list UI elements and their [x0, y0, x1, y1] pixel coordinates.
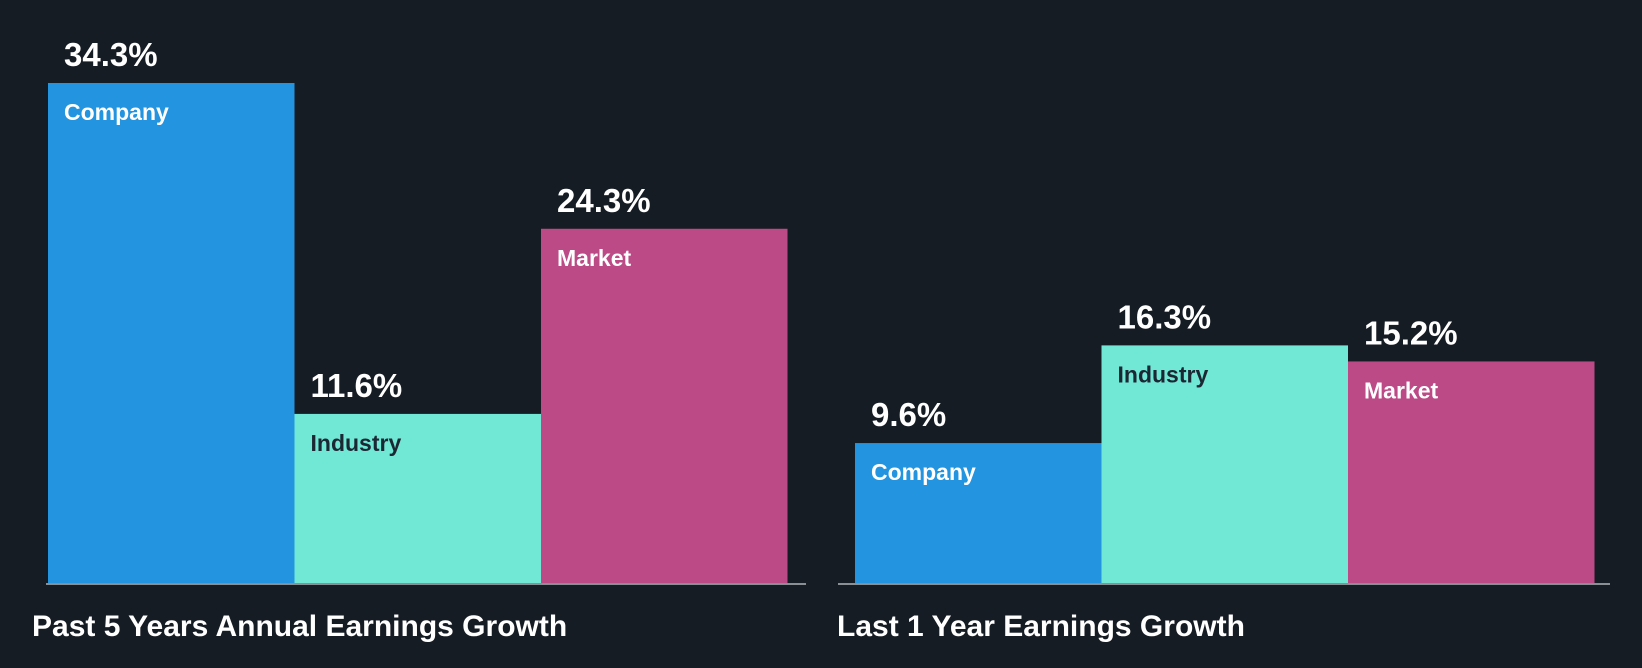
past-5-years-chart: 34.3% Company 11.6% Industry 24.3% Market Past…: [32, 36, 806, 643]
bar-category-label-market: Market: [557, 245, 631, 271]
bar-category-label-company: Company: [64, 99, 169, 125]
bar-market: [541, 228, 788, 584]
bar-value-label-industry: 16.3%: [1118, 298, 1212, 335]
chart-title: Past 5 Years Annual Earnings Growth: [32, 610, 567, 643]
bar-value-label-market: 24.3%: [557, 182, 651, 219]
last-1-year-chart: 9.6% Company 16.3% Industry 15.2% Market Last …: [837, 298, 1610, 643]
bar-category-label-company: Company: [871, 459, 976, 485]
bar-value-label-industry: 11.6%: [311, 367, 403, 404]
bar-value-label-company: 34.3%: [64, 36, 158, 73]
bar-category-label-industry: Industry: [1118, 361, 1209, 387]
bar-company: [855, 443, 1102, 583]
bar-category-label-market: Market: [1364, 377, 1438, 403]
bar-value-label-company: 9.6%: [871, 396, 946, 433]
bar-value-label-market: 15.2%: [1364, 314, 1458, 351]
bar-market: [1348, 361, 1595, 583]
bar-company: [48, 83, 295, 583]
bar-industry: [1101, 345, 1348, 583]
bar-industry: [294, 413, 541, 583]
chart-title: Last 1 Year Earnings Growth: [837, 610, 1245, 643]
bar-category-label-industry: Industry: [311, 430, 402, 456]
